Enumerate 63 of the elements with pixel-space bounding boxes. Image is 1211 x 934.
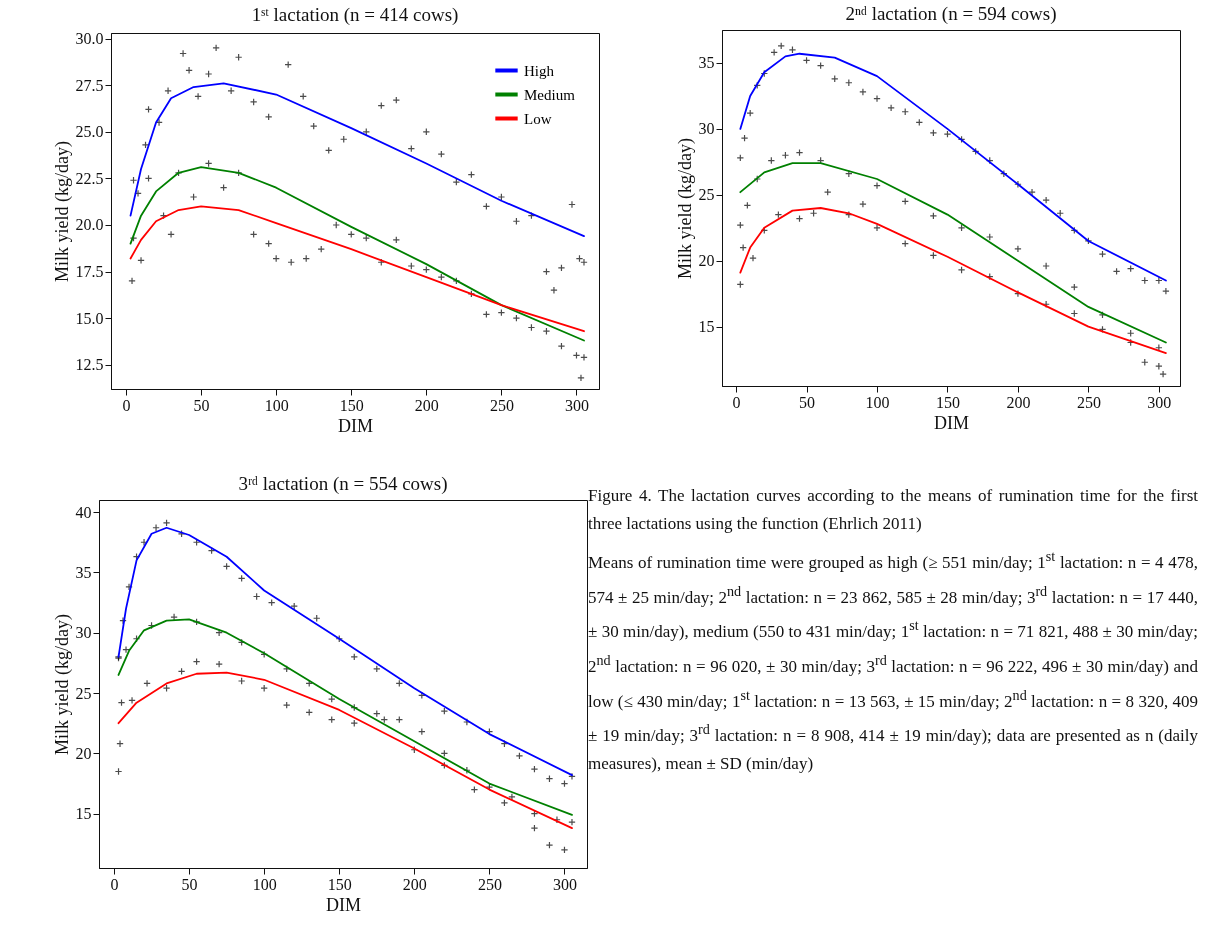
- x-tick-label: 300: [552, 875, 577, 893]
- y-tick-label: 27.5: [75, 76, 104, 94]
- x-tick-label: 0: [732, 393, 741, 411]
- y-tick-label: 25: [75, 684, 92, 702]
- x-tick-label: 100: [865, 393, 890, 411]
- x-tick-label: 200: [402, 875, 427, 893]
- x-tick-label: 50: [181, 875, 198, 893]
- y-tick-label: 35: [698, 54, 715, 72]
- y-tick-label: 15: [698, 318, 715, 336]
- chart-title: 1ˢᵗ lactation (n = 414 cows): [251, 3, 459, 26]
- y-tick-label: 30.0: [75, 30, 104, 48]
- y-axis-title: Milk yield (kg/day): [51, 141, 73, 282]
- x-axis-title: DIM: [338, 415, 373, 436]
- legend-label: Medium: [524, 86, 576, 103]
- y-tick-label: 25.0: [75, 123, 104, 141]
- line-series: [129, 205, 585, 333]
- y-axis-title: Milk yield (kg/day): [674, 138, 696, 279]
- x-axis-title: DIM: [934, 412, 969, 433]
- y-tick-label: 22.5: [75, 169, 104, 187]
- y-tick-label: 20: [698, 252, 715, 270]
- line-series: [739, 52, 1167, 282]
- x-tick-label: 200: [1006, 393, 1031, 411]
- line-series: [117, 671, 573, 830]
- y-tick-label: 20.0: [75, 216, 104, 234]
- x-tick-label: 250: [489, 396, 514, 414]
- legend-label: High: [524, 62, 555, 79]
- caption: Figure 4. The lactation curves according to the means of rumination time for the first three lactations using the function (Ehrlich 2011): [588, 485, 1198, 535]
- y-tick-label: 30: [698, 120, 715, 138]
- x-tick-label: 100: [264, 396, 289, 414]
- x-tick-label: 250: [477, 875, 502, 893]
- line-series: [129, 82, 585, 238]
- x-tick-label: 150: [339, 396, 364, 414]
- y-tick-label: 17.5: [75, 263, 104, 281]
- y-axis-title: Milk yield (kg/day): [51, 614, 73, 755]
- y-tick-label: 40: [75, 503, 92, 521]
- text: Means of rumination time were grouped as high (≥ 551 min/day; 1$^{st}$ lactation: n = 4 478, 574 ± 25 min/day; 2$^{nd}$ lactation: n = 23 862, 585 ± 28 min/day; 3$^{rd}$ lactation: n = 17 440, ± 30 min/day), medium (550 to 431 min/day; 1$^{st}$ lactation: n = 71 821, 488 ± 30 min/day; 2$^{nd}$ lactation: n = 96 020, ± 30 min/day; 3$^{rd}$ lactation: n = 96 222, 496 ± 30 min/day) and low (≤ 430 min/day; 1$^{st}$ lactation: n = 13 563, ± 15 min/day; 2$^{nd}$ lactation: n = 8 320, 409 ± 19 min/day; 3$^{rd}$ lactation: n = 8 908, 414 ± 19 min/day); data are presented as n (daily measures), mean ± SD (min/day): [588, 548, 1199, 773]
- line-series: [117, 526, 573, 776]
- y-tick-label: 30: [75, 624, 92, 642]
- x-tick-label: 150: [327, 875, 352, 893]
- x-tick-label: 50: [193, 396, 210, 414]
- x-axis-title: DIM: [326, 894, 361, 915]
- chart-title: 3ʳᵈ lactation (n = 554 cows): [238, 473, 448, 495]
- line-series: [129, 166, 585, 342]
- legend-label: Low: [524, 110, 552, 127]
- x-tick-label: 200: [414, 396, 439, 414]
- y-tick-label: 35: [75, 563, 92, 581]
- line-series: [739, 162, 1167, 344]
- y-tick-label: 15.0: [75, 309, 104, 327]
- x-tick-label: 300: [1147, 393, 1172, 411]
- chart-title: 2ⁿᵈ lactation (n = 594 cows): [845, 3, 1057, 25]
- y-tick-label: 12.5: [75, 356, 104, 374]
- x-tick-label: 250: [1076, 393, 1101, 411]
- x-tick-label: 0: [122, 396, 131, 414]
- y-tick-label: 25: [698, 186, 715, 204]
- line-series: [739, 207, 1167, 354]
- x-tick-label: 50: [799, 393, 816, 411]
- y-tick-label: 20: [75, 744, 92, 762]
- x-tick-label: 150: [935, 393, 960, 411]
- y-tick-label: 15: [75, 805, 92, 823]
- x-tick-label: 0: [110, 875, 119, 893]
- x-tick-label: 100: [252, 875, 277, 893]
- line-series: [117, 618, 573, 816]
- x-tick-label: 300: [564, 396, 589, 414]
